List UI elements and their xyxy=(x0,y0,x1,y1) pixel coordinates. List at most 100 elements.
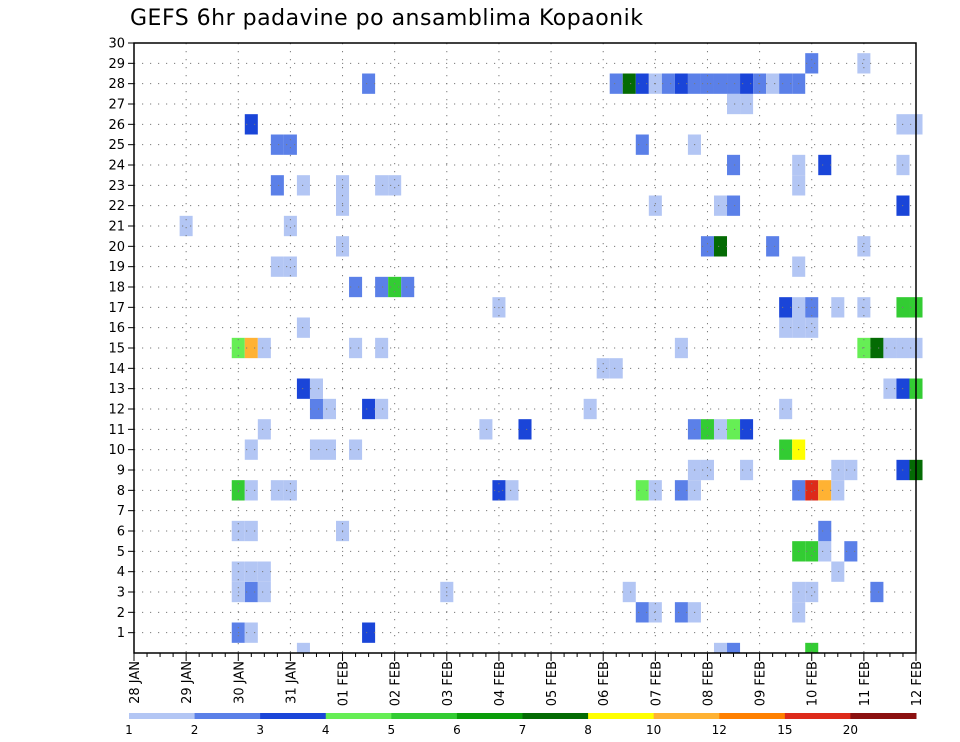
legend-label: 2 xyxy=(191,723,199,737)
heatmap-cell xyxy=(740,73,754,94)
y-tick-label: 14 xyxy=(108,362,125,377)
y-tick-label: 19 xyxy=(108,260,125,275)
heatmap-cell xyxy=(805,642,819,653)
heatmap-cell xyxy=(844,541,858,562)
x-axis: 28 JAN 29 JAN 30 JAN 31 JAN 01 FEB 02 FEB 03 F… xyxy=(128,653,925,706)
y-tick-label: 15 xyxy=(108,342,125,357)
heatmap-cell xyxy=(831,480,845,501)
heatmap-cell xyxy=(700,236,714,257)
y-tick-label: 11 xyxy=(108,423,125,438)
x-tick-label: 07 FEB xyxy=(649,661,664,706)
y-tick-label: 29 xyxy=(108,57,125,72)
heatmap-cell xyxy=(727,642,741,653)
y-tick-label: 1 xyxy=(117,626,125,641)
heatmap-cell xyxy=(622,581,636,603)
y-tick-label: 10 xyxy=(108,443,125,458)
heatmap-cell xyxy=(375,337,389,359)
x-tick-label: 08 FEB xyxy=(701,661,716,706)
heatmap-cell xyxy=(713,236,728,257)
x-tick-label: 09 FEB xyxy=(754,661,769,706)
heatmap-cell xyxy=(609,73,623,94)
heatmap-cell xyxy=(322,398,337,420)
heatmap-cell xyxy=(296,317,310,338)
heatmap-cell xyxy=(779,439,793,460)
chart-title: GEFS 6hr padavine po ansamblima Kopaonik xyxy=(130,6,644,31)
heatmap-cell xyxy=(635,480,649,501)
heatmap-cell xyxy=(492,480,506,501)
heatmap-cell xyxy=(713,73,728,94)
heatmap-cell xyxy=(766,73,780,94)
y-tick-label: 7 xyxy=(117,504,125,519)
y-tick-label: 17 xyxy=(108,301,125,316)
heatmap-cell xyxy=(635,73,649,94)
heatmap-cell xyxy=(727,419,741,440)
legend-swatch xyxy=(850,713,917,719)
heatmap-cell xyxy=(349,276,363,298)
legend-swatch xyxy=(456,713,523,719)
legend-label: 12 xyxy=(712,723,727,737)
y-tick-label: 16 xyxy=(108,321,125,336)
y-tick-label: 4 xyxy=(117,565,125,580)
heatmap-cell xyxy=(674,337,688,359)
heatmap-cell xyxy=(375,398,389,420)
heatmap-cell xyxy=(648,480,662,501)
heatmap-cell xyxy=(244,337,258,359)
heatmap-cell xyxy=(375,276,389,298)
heatmap-cell xyxy=(648,195,662,216)
heatmap-cell xyxy=(388,276,402,298)
heatmap-cell xyxy=(296,378,310,399)
y-tick-label: 28 xyxy=(108,77,125,92)
heatmap-cell xyxy=(622,73,636,94)
heatmap-cell xyxy=(661,73,675,94)
x-tick-label: 31 JAN xyxy=(284,661,299,704)
heatmap-cell xyxy=(805,581,819,603)
heatmap-cell xyxy=(283,256,297,277)
x-tick-label: 02 FEB xyxy=(389,661,404,706)
legend-swatch xyxy=(391,713,458,719)
legend-swatch xyxy=(260,713,327,719)
heatmap-cell xyxy=(674,73,688,94)
heatmap-cell xyxy=(244,561,258,582)
heatmap-cell xyxy=(349,439,363,460)
x-tick-label: 28 JAN xyxy=(128,661,143,704)
heatmap-cell xyxy=(700,459,714,481)
heatmap-cell xyxy=(270,175,284,196)
y-tick-label: 30 xyxy=(108,37,125,52)
heatmap-cell xyxy=(831,561,845,582)
x-tick-label: 06 FEB xyxy=(597,661,612,706)
heatmap-cell xyxy=(713,642,728,653)
heatmap-cell xyxy=(296,175,310,196)
y-tick-label: 25 xyxy=(108,138,125,153)
heatmap-cell xyxy=(883,337,897,359)
heatmap-cell xyxy=(309,378,323,399)
legend-swatch xyxy=(588,713,655,719)
y-tick-label: 21 xyxy=(108,220,125,235)
heatmap-cell xyxy=(883,378,897,399)
heatmap-cell xyxy=(779,73,793,94)
y-tick-label: 26 xyxy=(108,118,125,133)
heatmap-cell xyxy=(401,276,415,298)
heatmap-cell xyxy=(700,419,714,440)
legend-swatch xyxy=(194,713,261,719)
heatmap-cell xyxy=(635,134,649,155)
heatmap-cell xyxy=(309,439,323,460)
x-tick-label: 11 FEB xyxy=(858,661,873,706)
heatmap-cell xyxy=(362,398,376,420)
heatmap-cell xyxy=(844,459,858,481)
y-tick-label: 24 xyxy=(108,159,125,174)
heatmap-cell xyxy=(244,439,258,460)
heatmap-cell xyxy=(283,215,297,237)
heatmap-cell xyxy=(857,53,871,74)
heatmap-cell xyxy=(505,480,519,501)
y-tick-label: 8 xyxy=(117,484,125,499)
y-tick-label: 27 xyxy=(108,98,125,113)
y-tick-label: 5 xyxy=(117,545,125,560)
legend-label: 15 xyxy=(777,723,792,737)
y-tick-label: 2 xyxy=(117,606,125,621)
heatmap-cell xyxy=(857,236,871,257)
y-tick-label: 9 xyxy=(117,464,125,479)
legend-label: 20 xyxy=(843,723,858,737)
heatmap-cell xyxy=(674,602,688,623)
heatmap-cell xyxy=(609,358,623,379)
